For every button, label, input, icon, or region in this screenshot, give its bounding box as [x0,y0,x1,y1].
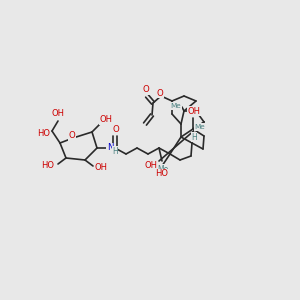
Text: O: O [157,88,164,98]
Text: HO: HO [155,169,169,178]
Text: Me: Me [171,103,182,109]
Text: O: O [142,85,149,94]
Text: OH: OH [100,116,112,124]
Text: OH: OH [145,161,158,170]
Text: Me: Me [195,124,206,130]
Text: H: H [112,146,118,155]
Text: Me: Me [158,164,169,173]
Text: OH: OH [94,164,107,172]
Text: N: N [107,143,113,152]
Text: HO: HO [41,161,55,170]
Text: H: H [191,133,197,142]
Text: O: O [112,125,119,134]
Text: OH: OH [52,110,64,118]
Text: OH: OH [188,106,200,116]
Text: HO: HO [38,128,50,137]
Text: O: O [69,131,75,140]
